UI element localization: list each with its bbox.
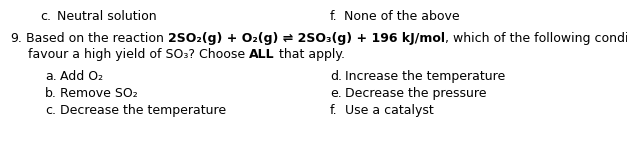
Text: Increase the temperature: Increase the temperature [345, 70, 505, 83]
Text: b.: b. [45, 87, 57, 100]
Text: f.: f. [330, 104, 337, 117]
Text: a.: a. [45, 70, 57, 83]
Text: Decrease the temperature: Decrease the temperature [60, 104, 226, 117]
Text: Remove SO₂: Remove SO₂ [60, 87, 138, 100]
Text: Use a catalyst: Use a catalyst [345, 104, 434, 117]
Text: f.: f. [330, 10, 337, 23]
Text: that apply.: that apply. [275, 48, 345, 61]
Text: None of the above: None of the above [344, 10, 459, 23]
Text: favour a high yield of SO₃? Choose: favour a high yield of SO₃? Choose [28, 48, 249, 61]
Text: 9.: 9. [10, 32, 22, 45]
Text: d.: d. [330, 70, 342, 83]
Text: Decrease the pressure: Decrease the pressure [345, 87, 487, 100]
Text: , which of the following conditions will: , which of the following conditions will [445, 32, 627, 45]
Text: Based on the reaction: Based on the reaction [26, 32, 168, 45]
Text: c.: c. [45, 104, 56, 117]
Text: 2SO₂(g) + O₂(g) ⇌ 2SO₃(g) + 196 kJ/mol: 2SO₂(g) + O₂(g) ⇌ 2SO₃(g) + 196 kJ/mol [168, 32, 445, 45]
Text: c.: c. [40, 10, 51, 23]
Text: Neutral solution: Neutral solution [57, 10, 157, 23]
Text: e.: e. [330, 87, 342, 100]
Text: Add O₂: Add O₂ [60, 70, 103, 83]
Text: ALL: ALL [249, 48, 275, 61]
